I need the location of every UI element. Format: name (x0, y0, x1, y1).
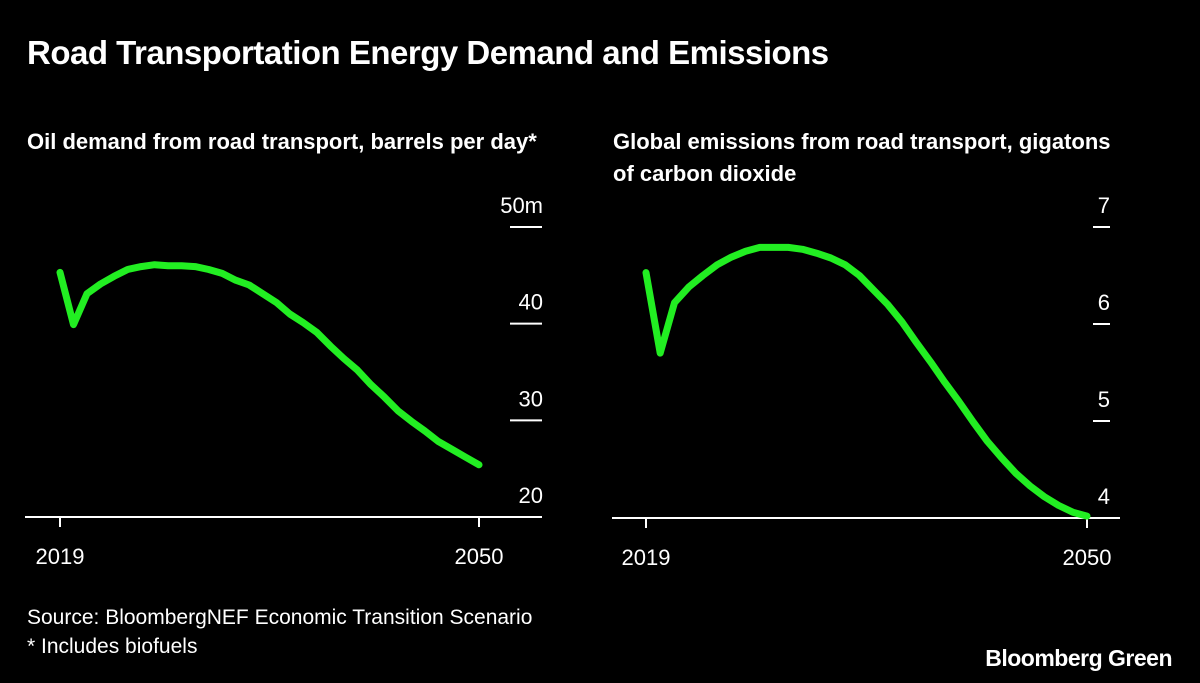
chart-title: Road Transportation Energy Demand and Em… (27, 34, 829, 71)
source-note: Source: BloombergNEF Economic Transition… (27, 606, 533, 629)
y-tick-label: 4 (1098, 484, 1110, 509)
x-tick-label: 2019 (36, 544, 85, 569)
series-line (642, 243, 1091, 520)
y-tick-label: 50m (500, 193, 543, 218)
footnote: * Includes biofuels (27, 635, 198, 658)
x-tick-label: 2050 (455, 544, 504, 569)
x-tick-label: 2019 (622, 545, 671, 570)
left-chart-subtitle: Oil demand from road transport, barrels … (27, 129, 537, 154)
series-line (56, 261, 483, 469)
right-chart-subtitle: Global emissions from road transport, gi… (613, 129, 1111, 186)
y-tick-label: 30 (519, 386, 543, 411)
y-tick-label: 6 (1098, 290, 1110, 315)
y-tick-label: 5 (1098, 387, 1110, 412)
brand-logo: Bloomberg Green (985, 645, 1172, 671)
y-tick-label: 20 (519, 483, 543, 508)
x-tick-label: 2050 (1063, 545, 1112, 570)
y-tick-label: 40 (519, 290, 543, 315)
y-tick-label: 7 (1098, 193, 1110, 218)
